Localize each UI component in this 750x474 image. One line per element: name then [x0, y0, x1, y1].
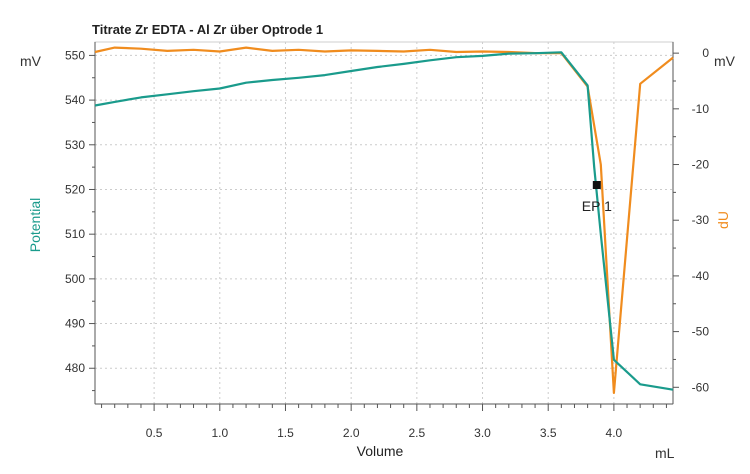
left-tick-label: 510: [65, 227, 85, 241]
left-tick-label: 500: [65, 272, 85, 286]
right-axis-unit: mV: [714, 53, 736, 69]
right-tick-label: -20: [692, 158, 710, 172]
right-tick-label: -50: [692, 325, 710, 339]
grid: [95, 42, 673, 404]
right-tick-label: -40: [692, 269, 710, 283]
left-tick-label: 530: [65, 138, 85, 152]
left-axis-unit: mV: [20, 53, 42, 69]
left-tick-label: 550: [65, 48, 85, 62]
x-axis-unit: mL: [655, 445, 675, 461]
left-tick-label: 490: [65, 317, 85, 331]
left-tick-label: 480: [65, 361, 85, 375]
right-axis-label: dU: [715, 211, 731, 229]
endpoint-marker: [592, 181, 601, 190]
annotation-layer: EP 1: [582, 181, 612, 214]
right-tick-label: 0: [702, 46, 709, 60]
right-tick-label: -30: [692, 213, 710, 227]
axes: 0.5 1.0 1.5 2.0 2.5 3.0 3.5 4.0 480 490 500 510 520 5…: [65, 42, 709, 440]
series-layer: [94, 46, 674, 394]
chart-title: Titrate Zr EDTA - Al Zr über Optrode 1: [92, 22, 323, 37]
right-tick-label: -60: [692, 380, 710, 394]
x-tick-label: 3.0: [474, 426, 491, 440]
potential-series-line: [94, 51, 674, 391]
endpoint-label: EP 1: [582, 198, 612, 214]
plot-area: [94, 41, 674, 405]
du-series-line: [94, 46, 674, 394]
left-tick-label: 520: [65, 182, 85, 196]
left-axis-label: Potential: [27, 198, 43, 252]
left-tick-label: 540: [65, 93, 85, 107]
x-tick-label: 0.5: [146, 426, 163, 440]
x-axis-label: Volume: [357, 443, 404, 459]
x-tick-label: 1.5: [277, 426, 294, 440]
right-tick-label: -10: [692, 102, 710, 116]
x-tick-label: 1.0: [211, 426, 228, 440]
x-tick-label: 2.0: [343, 426, 360, 440]
x-tick-label: 4.0: [606, 426, 623, 440]
x-tick-label: 2.5: [408, 426, 425, 440]
x-tick-label: 3.5: [540, 426, 557, 440]
